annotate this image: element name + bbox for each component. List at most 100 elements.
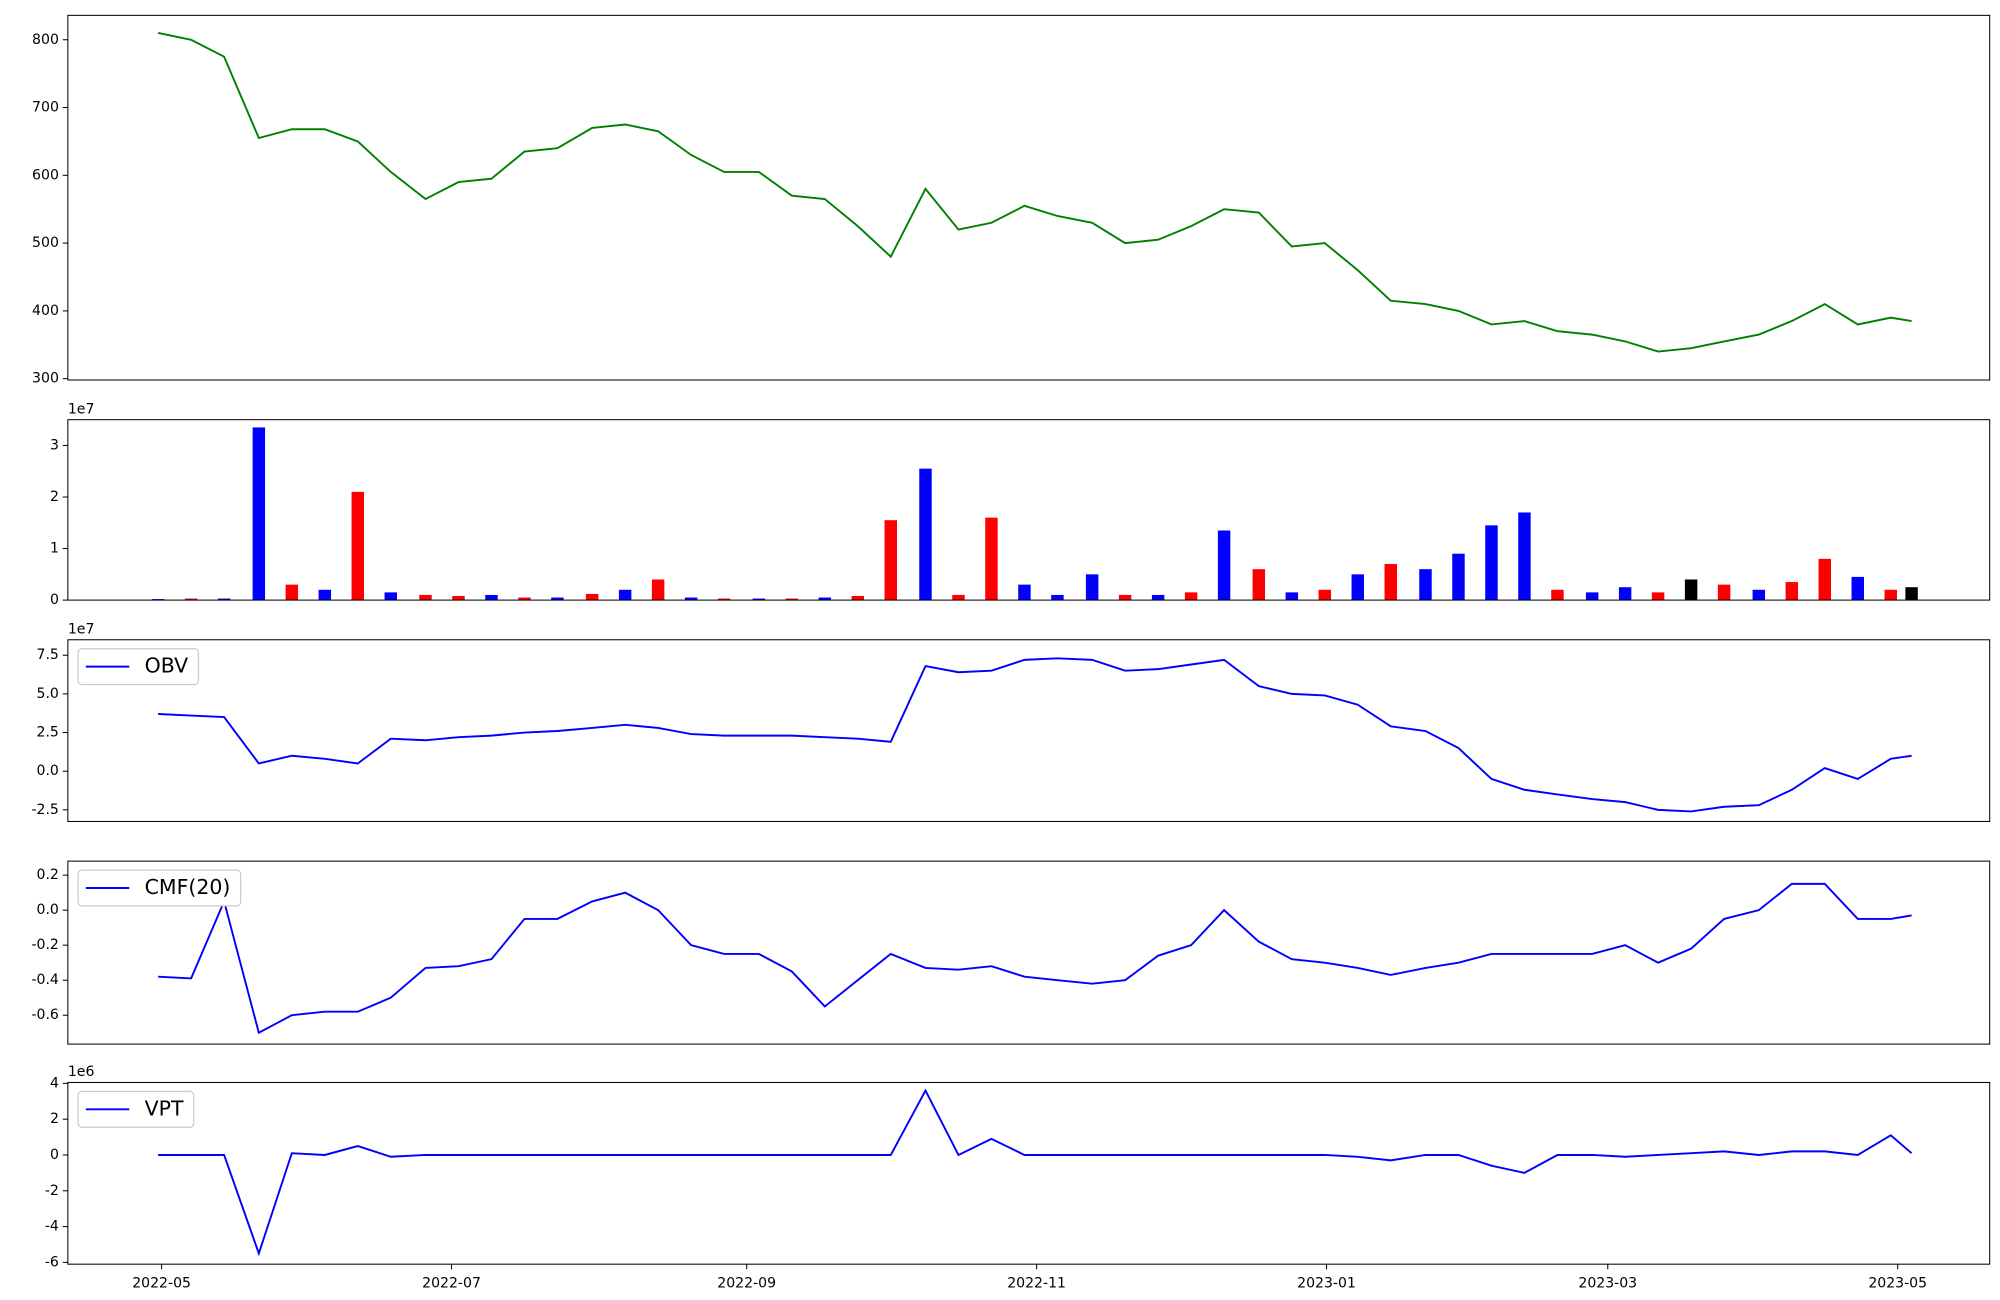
volume-bar xyxy=(785,598,799,601)
axes-frame xyxy=(67,419,1991,601)
y-tick-label: -2 xyxy=(45,1183,59,1199)
y-tick-label: 2 xyxy=(50,489,59,505)
volume-bar xyxy=(1905,587,1918,601)
volume-bar xyxy=(1485,525,1498,601)
x-tick-label: 2022-07 xyxy=(422,1275,481,1291)
volume-bar xyxy=(384,592,398,601)
volume-bar xyxy=(351,491,365,601)
volume-bar xyxy=(1085,574,1099,601)
volume-bar xyxy=(252,427,266,601)
axes-frame xyxy=(67,1081,1991,1265)
legend-box xyxy=(77,1090,195,1128)
axes-frame xyxy=(67,860,1991,1045)
axes-frame xyxy=(67,14,1991,381)
panel: -2.5 0.0 2.5 5.0 7.5 1e7 OBV xyxy=(31,622,1991,822)
y-tick-label: -0.6 xyxy=(31,1007,58,1023)
y-tick-label: 7.5 xyxy=(37,647,59,663)
x-tick-label: 2022-05 xyxy=(132,1275,191,1291)
volume-bar xyxy=(1717,584,1731,601)
legend: VPT xyxy=(77,1090,195,1128)
volume-bar xyxy=(585,593,599,601)
y-tick-label: 500 xyxy=(32,235,59,251)
volume-bar xyxy=(1452,553,1465,601)
volume-bar xyxy=(1419,569,1432,601)
volume-bar xyxy=(1051,594,1064,601)
volume-bar xyxy=(1252,569,1266,601)
volume-bar xyxy=(419,594,432,601)
volume-bar xyxy=(1818,558,1832,601)
volume-bar xyxy=(1351,574,1365,601)
legend: CMF(20) xyxy=(77,869,242,907)
volume-bar xyxy=(1851,576,1864,601)
volume-bar xyxy=(919,468,932,601)
volume-bar xyxy=(318,589,332,601)
legend: OBV xyxy=(77,648,200,686)
y-tick-label: -0.4 xyxy=(31,972,58,988)
x-tick-label: 2023-05 xyxy=(1868,1275,1927,1291)
y-tick-label: 1 xyxy=(50,541,59,557)
y-tick-label: 800 xyxy=(32,32,59,48)
volume-bar xyxy=(1884,589,1897,601)
y-tick-label: 0 xyxy=(50,592,59,608)
volume-bar xyxy=(1518,512,1531,601)
volume-bar xyxy=(485,594,498,601)
volume-bar xyxy=(452,595,465,601)
y-tick-label: 0.2 xyxy=(37,867,59,883)
volume-bar xyxy=(1785,582,1799,601)
legend-text: OBV xyxy=(145,654,189,678)
volume-bar xyxy=(985,517,998,601)
volume-bar xyxy=(1752,589,1766,601)
volume-bar xyxy=(151,599,165,601)
legend-text: CMF(20) xyxy=(145,875,231,899)
y-tick-label: 0.0 xyxy=(37,902,59,918)
offset-label: 1e7 xyxy=(68,622,95,638)
series-line xyxy=(158,882,1912,1035)
volume-bar xyxy=(1318,589,1332,601)
volume-bar xyxy=(1551,589,1564,601)
panel: 300 400 500 600 700 800 xyxy=(32,14,1991,387)
offset-label: 1e6 xyxy=(68,1064,95,1080)
y-tick-label: 300 xyxy=(32,371,59,387)
volume-bar xyxy=(884,520,897,601)
volume-bar xyxy=(1118,594,1132,601)
volume-bar xyxy=(618,589,632,601)
y-tick-label: 4 xyxy=(50,1075,59,1091)
volume-bar xyxy=(851,595,865,601)
y-tick-label: 400 xyxy=(32,303,59,319)
volume-bar xyxy=(1285,592,1299,601)
series-line xyxy=(158,657,1912,813)
y-tick-label: 2.5 xyxy=(37,725,59,741)
x-tick-label: 2023-01 xyxy=(1297,1275,1356,1291)
y-tick-label: 5.0 xyxy=(37,686,59,702)
volume-bar xyxy=(952,594,965,601)
volume-bar xyxy=(651,579,665,601)
volume-bar xyxy=(551,597,564,601)
offset-label: 1e7 xyxy=(68,401,95,417)
volume-bar xyxy=(217,598,231,601)
legend-text: VPT xyxy=(145,1096,184,1120)
axes-frame xyxy=(67,639,1991,822)
volume-bar xyxy=(1651,592,1665,601)
volume-bar xyxy=(184,598,198,601)
volume-bar xyxy=(1618,587,1632,601)
panel: -6 -4 -2 0 2 4 1e6 2022-05 2022-07 2022-09 2022-11… xyxy=(45,1064,1991,1291)
y-tick-label: 2 xyxy=(50,1111,59,1127)
y-tick-label: 3 xyxy=(50,437,59,453)
volume-bar xyxy=(518,597,531,601)
volume-bar xyxy=(684,597,698,601)
legend-box xyxy=(77,869,242,907)
y-tick-label: -2.5 xyxy=(31,802,58,818)
series-line xyxy=(157,32,1912,353)
y-tick-label: -4 xyxy=(45,1219,59,1235)
volume-bar xyxy=(285,584,299,601)
volume-bar xyxy=(1684,579,1698,601)
volume-bar xyxy=(1384,564,1397,601)
volume-bar xyxy=(818,597,832,601)
volume-bar xyxy=(1217,530,1231,601)
y-tick-label: 0 xyxy=(50,1147,59,1163)
x-tick-label: 2022-09 xyxy=(717,1275,776,1291)
panel: 0 1 2 3 1e7 xyxy=(50,401,1991,608)
volume-bar xyxy=(1018,584,1031,601)
